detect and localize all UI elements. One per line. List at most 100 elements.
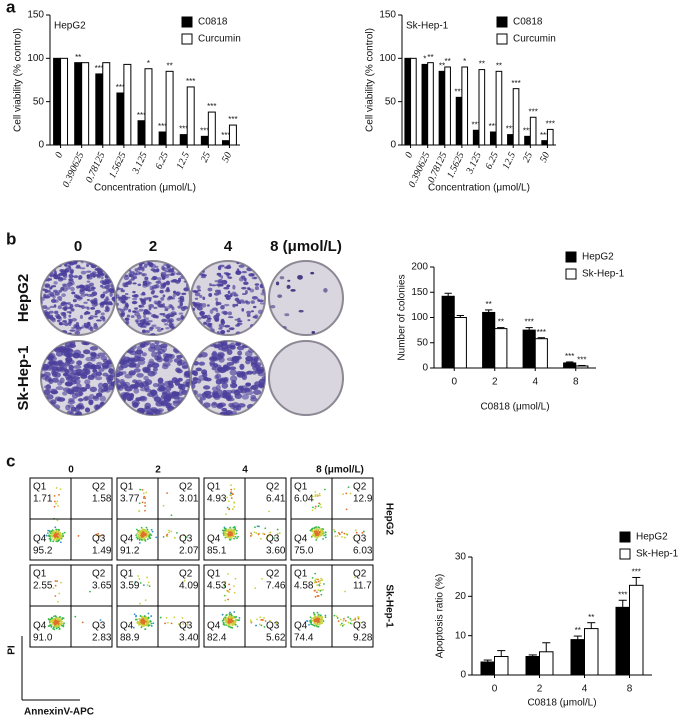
colony — [252, 305, 257, 309]
bar — [165, 70, 174, 146]
colony — [143, 323, 147, 328]
event-dot — [258, 525, 260, 528]
significance-label: *** — [546, 120, 555, 129]
colony — [106, 306, 111, 311]
colony — [49, 305, 55, 308]
dose-label: 0 — [74, 238, 82, 255]
event-dot — [147, 616, 150, 619]
bar — [221, 140, 230, 146]
error-bar — [578, 364, 586, 366]
bar — [455, 96, 463, 146]
colony — [241, 286, 247, 290]
colony — [101, 276, 104, 280]
colony — [156, 328, 162, 332]
colony — [232, 303, 236, 308]
colony — [86, 293, 93, 297]
colony — [203, 321, 207, 325]
colony — [85, 286, 91, 291]
bar — [444, 66, 451, 146]
colony — [132, 379, 138, 384]
event-dot — [235, 532, 238, 535]
event-dot — [341, 536, 343, 538]
colony — [128, 309, 132, 313]
colony — [215, 297, 219, 301]
event-dot — [61, 532, 64, 535]
event-dot — [60, 536, 63, 539]
colony — [49, 388, 58, 394]
colony — [81, 368, 90, 375]
event-dot — [229, 538, 232, 541]
event-dot — [140, 535, 143, 538]
colony — [130, 315, 135, 319]
colony — [127, 280, 132, 285]
y-tick-label: 0 — [460, 670, 466, 681]
x-tick-label: 2 — [492, 377, 498, 388]
colony — [170, 297, 176, 300]
colony — [222, 378, 229, 384]
colony — [134, 352, 142, 359]
colony — [191, 383, 196, 390]
colony — [162, 362, 171, 367]
colony — [161, 345, 168, 353]
event-dot — [143, 528, 146, 531]
colony — [225, 409, 233, 415]
colony — [181, 292, 187, 296]
colony — [170, 323, 175, 328]
event-dot — [230, 537, 232, 540]
colony — [142, 273, 146, 276]
significance-label: *** — [137, 111, 146, 120]
legend-swatch — [619, 531, 631, 543]
colony — [166, 318, 170, 323]
x-tick-label: 50 — [220, 151, 234, 165]
event-dot — [311, 619, 314, 622]
colony — [226, 284, 231, 288]
colony — [86, 298, 90, 302]
event-dot — [345, 533, 348, 535]
y-axis-label: Apoptosis ratio (%) — [435, 574, 446, 658]
colony — [124, 317, 130, 321]
event-dot — [264, 527, 267, 530]
x-axis-label: C0818 (μmol/L) — [527, 698, 596, 709]
colony — [142, 367, 150, 374]
legend-label: C0818 — [513, 17, 543, 28]
colony — [155, 315, 159, 319]
bar — [584, 628, 599, 676]
bar — [507, 134, 514, 146]
significance-label: ** — [588, 613, 594, 622]
event-dot — [314, 595, 317, 598]
quadrant-label: Q3 — [266, 534, 280, 545]
event-dot — [98, 535, 100, 538]
significance-label: *** — [200, 126, 209, 135]
x-axis-label: Concentration (μmol/L) — [428, 183, 530, 194]
colony — [53, 281, 58, 285]
colony — [223, 286, 230, 290]
significance-label: *** — [158, 122, 167, 131]
colony — [259, 302, 265, 305]
event-dot — [230, 620, 233, 623]
event-dot — [321, 530, 324, 533]
event-dot — [139, 602, 141, 605]
event-dot — [334, 530, 336, 533]
colony — [116, 287, 121, 291]
colony — [51, 370, 57, 375]
bar — [95, 73, 104, 146]
colony — [215, 289, 219, 293]
bar — [495, 70, 503, 146]
x-axis-label: Concentration (μmol/L) — [94, 183, 196, 194]
event-dot — [333, 528, 335, 531]
colony — [144, 317, 149, 321]
quadrant-label: Q2 — [266, 482, 280, 493]
colony — [205, 393, 213, 399]
colony — [211, 386, 218, 392]
quadrant-value: 7.46 — [266, 581, 286, 592]
colony — [198, 361, 206, 366]
quadrant-label: Q3 — [353, 621, 367, 632]
bar — [461, 66, 469, 146]
significance-label: ** — [444, 57, 450, 66]
event-dot — [77, 535, 80, 537]
quadrant-value: 95.2 — [33, 546, 53, 557]
colony — [198, 374, 206, 381]
event-dot — [317, 589, 320, 591]
colony — [129, 271, 135, 274]
event-dot — [318, 526, 321, 529]
